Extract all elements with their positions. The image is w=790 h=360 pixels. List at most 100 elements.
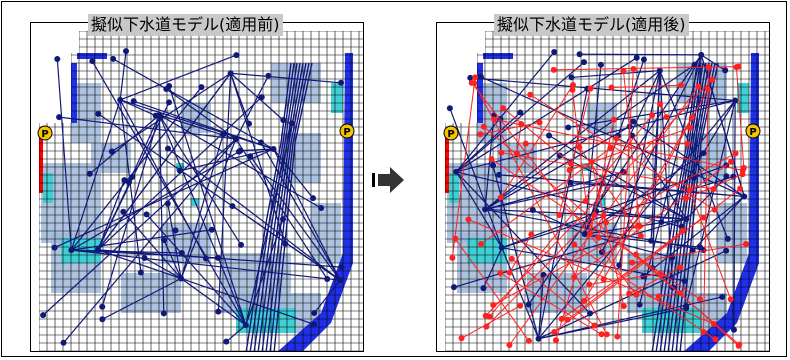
flood-area-deep [43,173,53,203]
pipe [455,51,555,173]
added-node [452,235,459,242]
manhole-node [232,136,239,143]
pump-marker-label: P [749,127,756,138]
added-pipe [616,68,634,337]
manhole-node [597,61,604,68]
manhole-node [446,105,453,112]
added-node [630,66,637,73]
pipe [97,72,232,251]
added-pipe [468,218,714,325]
added-node [688,114,695,121]
manhole-node [633,54,640,61]
boundary-edge [443,133,449,193]
added-node [582,197,589,204]
added-node [705,64,712,71]
added-node [506,341,513,348]
added-node [732,150,739,157]
added-node [632,251,639,258]
added-node [472,74,479,81]
manhole-node [681,277,688,284]
pipe [180,134,224,279]
manhole-node [108,148,115,155]
added-node [700,214,707,221]
manhole-node [337,277,344,284]
pump-marker-icon: P [37,125,53,141]
added-node [704,86,711,93]
manhole-node [480,285,487,292]
manhole-node [338,264,345,271]
added-node [610,116,617,123]
added-pipe [611,84,682,89]
pipe [685,100,736,307]
pipe [537,274,545,339]
manhole-node [214,254,221,261]
manhole-node [161,237,168,244]
manhole-node [730,173,737,180]
pipe [484,115,495,210]
manhole-node [683,305,690,312]
trunk-pipe [655,62,701,351]
pipe [260,142,341,281]
manhole-node [227,70,234,77]
pipe [97,179,125,251]
pipe [102,277,182,320]
added-pipe [511,258,595,326]
manhole-node [237,241,244,248]
pipe [158,114,247,326]
pipe [501,164,727,249]
manhole-node [233,52,240,59]
pump-marker-label: P [41,129,48,140]
trunk-pipe [253,62,298,351]
manhole-node [68,247,75,254]
added-node [740,164,747,171]
added-node [499,105,506,112]
boundary-channel [77,53,107,59]
manhole-node [723,247,730,254]
pipe [455,61,585,173]
pipe [528,54,702,305]
manhole-node [202,255,209,262]
pipe [548,134,687,220]
added-node [678,82,685,89]
added-node [586,281,593,288]
pipe [579,53,702,56]
manhole-node [636,301,643,308]
manhole-node [630,118,637,125]
manhole-node [137,269,144,276]
manhole-node [581,231,588,238]
added-node [679,227,686,234]
added-node [687,124,694,131]
added-pipe [573,161,732,278]
added-pipe [530,94,715,211]
manhole-node [280,117,287,124]
added-node [608,84,615,91]
manhole-node [160,310,167,317]
added-node [727,158,734,165]
manhole-node [117,96,124,103]
added-node [513,150,520,157]
pipe [453,218,687,288]
pipe [584,64,602,235]
pipe [501,247,540,339]
added-pipe [658,292,681,297]
right-arrow-icon [372,167,404,193]
added-node [506,269,513,276]
manhole-node [730,326,737,333]
manhole-node [318,204,325,211]
flood-area-deep [331,83,343,113]
pipe [146,213,247,326]
added-node [700,329,707,336]
added-node [614,333,621,340]
manhole-node [683,216,690,223]
added-node [527,91,534,98]
added-node [477,131,484,138]
pipe [71,151,240,251]
added-node [626,290,633,297]
boundary-edge [37,133,43,193]
trunk-pipe [261,62,304,351]
manhole-node [565,124,572,131]
